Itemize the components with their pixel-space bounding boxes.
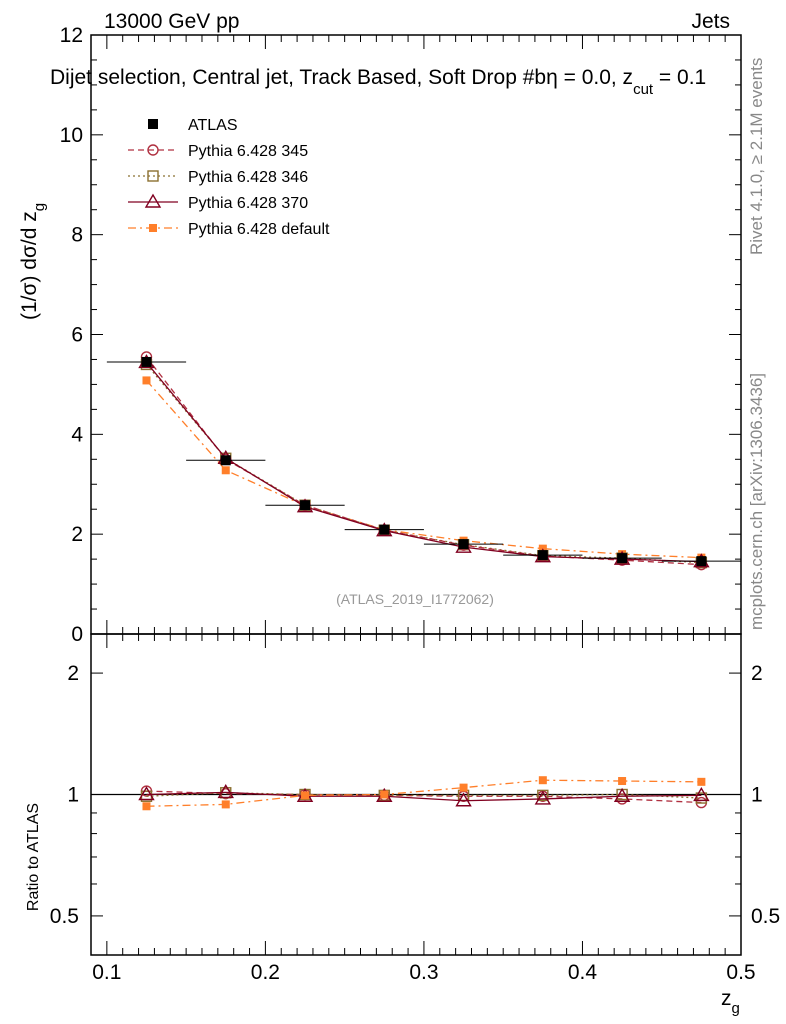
main-point-atlas (537, 550, 548, 561)
ratio-point-pythia-6-428-370 (613, 787, 631, 802)
legend-marker (148, 119, 158, 129)
legend-marker (144, 193, 162, 208)
rivet-label: Rivet 4.1.0, ≥ 2.1M events (747, 58, 766, 255)
main-line-pythia-6-428-370 (145, 362, 702, 563)
legend-entry: Pythia 6.428 default (128, 221, 330, 238)
main-line-pythia-6-428-default (146, 379, 702, 559)
plot-title-value: = 0.1 (653, 66, 706, 89)
main-point-atlas (220, 455, 231, 466)
ratio-line-pythia-6-428-default (146, 779, 702, 807)
ratio-point-pythia-6-428-370 (534, 790, 552, 805)
x-axis-label-subscript: g (732, 1000, 740, 1017)
legend-label: Pythia 6.428 345 (188, 143, 308, 160)
ratio-point-pythia-6-428-370 (217, 784, 234, 799)
legend-label: Pythia 6.428 346 (188, 169, 308, 186)
ratio-y-tick-label: 0.5 (50, 905, 79, 928)
main-y-axis-label: (1/σ) dσ/d zg (18, 203, 48, 320)
category-label: Jets (691, 10, 730, 33)
main-point-atlas (300, 500, 311, 511)
ratio-y-tick-label: 2 (67, 662, 79, 685)
ratio-point-pythia-6-428-370 (455, 792, 472, 807)
ratio-point-pythia-6-428-default (538, 776, 547, 785)
main-y-tick-label: 2 (71, 523, 83, 546)
legend-entry: ATLAS (148, 117, 238, 134)
main-y-axis-label-subscript: g (31, 203, 48, 211)
main-plot-frame: 0 2 4 6 8 10 12 (60, 24, 742, 646)
ratio-point-pythia-6-428-default (221, 800, 230, 809)
main-point-atlas (617, 553, 628, 564)
plot-title-cut-subscript: cut (633, 81, 654, 98)
plot-title-main: Dijet selection, Central jet, Track Base… (50, 66, 546, 89)
legend-marker (149, 224, 157, 232)
x-tick-label: 0.2 (251, 961, 280, 984)
main-y-tick-label: 0 (71, 623, 83, 646)
legend-label: ATLAS (188, 117, 238, 134)
legend-entry: Pythia 6.428 346 (128, 169, 308, 186)
x-axis-label-text: z (721, 987, 732, 1010)
ratio-plot-frame: 0.1 0.2 0.3 0.4 0.5 0.5 0.5 1 1 2 2 (50, 633, 780, 984)
main-point-atlas (379, 524, 390, 535)
main-y-tick-label: 8 (71, 224, 83, 247)
ratio-line-pythia-6-428-345 (146, 790, 702, 804)
mcplots-label: mcplots.cern.ch [arXiv:1306.3436] (747, 373, 766, 630)
main-y-tick-label: 6 (71, 324, 83, 347)
x-tick-label: 0.1 (92, 961, 121, 984)
ratio-line-pythia-6-428-370 (146, 791, 702, 802)
ratio-point-pythia-6-428-default (301, 791, 310, 800)
plot-title: Dijet selection, Central jet, Track Base… (50, 66, 706, 98)
main-point-pythia-6-428-default (221, 466, 230, 475)
legend-marker (147, 144, 159, 156)
ratio-series-group (138, 776, 710, 811)
main-y-tick-label: 4 (71, 423, 83, 446)
ratio-point-pythia-6-428-default (618, 777, 627, 786)
ratio-point-pythia-6-428-370 (138, 786, 155, 801)
ratio-point-pythia-6-428-default (459, 783, 468, 792)
legend-label: Pythia 6.428 default (188, 221, 330, 238)
ratio-y-tick-label-right: 0.5 (751, 905, 780, 928)
x-tick-label: 0.5 (726, 961, 755, 984)
legend: ATLAS Pythia 6.428 345 Pythia 6.428 346 Pyt… (128, 117, 330, 238)
main-series-pythia-6-428-default (142, 376, 706, 562)
energy-label: 13000 GeV pp (104, 10, 239, 33)
main-point-atlas (458, 539, 469, 550)
main-point-pythia-6-428-default (142, 376, 151, 385)
x-axis-label: zg (721, 987, 740, 1017)
ratio-point-pythia-6-428-346 (537, 789, 549, 802)
ratio-y-axis-label: Ratio to ATLAS (25, 803, 42, 911)
ratio-y-tick-label: 1 (67, 784, 79, 807)
main-point-atlas (141, 356, 152, 367)
legend-entry: Pythia 6.428 345 (128, 143, 308, 160)
main-series-group (106, 351, 741, 571)
main-point-atlas (696, 556, 707, 567)
main-series-atlas (106, 356, 741, 567)
ratio-series-pythia-6-428-370 (138, 784, 710, 807)
x-tick-label: 0.4 (568, 961, 598, 984)
ratio-point-pythia-6-428-370 (693, 786, 710, 802)
legend-label: Pythia 6.428 370 (188, 195, 308, 212)
legend-marker (147, 170, 159, 182)
ratio-y-tick-label-right: 2 (751, 662, 763, 685)
ratio-point-pythia-6-428-default (380, 790, 389, 799)
x-tick-label: 0.3 (409, 961, 438, 984)
legend-entry: Pythia 6.428 370 (128, 193, 308, 212)
ratio-series-pythia-6-428-default (142, 776, 706, 811)
main-y-tick-label: 12 (60, 24, 83, 47)
ratio-point-pythia-6-428-default (697, 777, 706, 786)
analysis-watermark: (ATLAS_2019_I1772062) (336, 591, 494, 607)
ratio-point-pythia-6-428-default (142, 802, 151, 811)
plot-title-eta: η = 0.0, z (546, 66, 633, 89)
main-y-tick-label: 10 (60, 124, 83, 147)
ratio-y-tick-label-right: 1 (751, 784, 763, 807)
main-y-axis-label-text: (1/σ) dσ/d z (18, 211, 41, 320)
